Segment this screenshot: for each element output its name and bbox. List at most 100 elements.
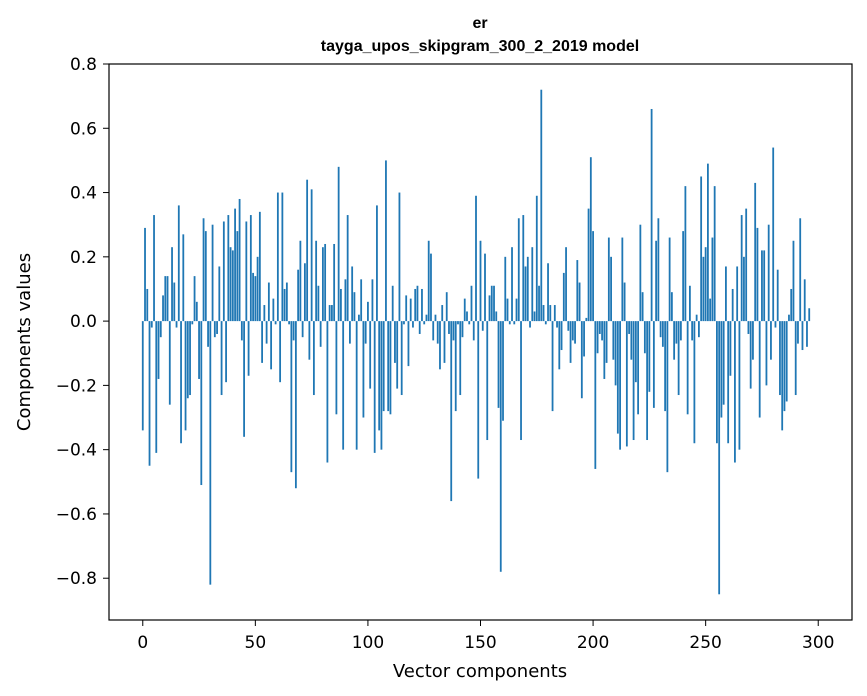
bar-146 [470,285,473,322]
bar-108 [385,160,387,322]
bar-43 [238,198,241,322]
bar-271 [752,321,754,360]
x-tick-label: 100 [352,633,384,653]
bar-249 [702,256,705,322]
bar-177 [540,89,543,322]
bar-53 [261,321,263,363]
bar-215 [625,321,628,447]
bar-163 [508,321,511,325]
bar-255 [716,321,718,444]
bar-131 [436,321,439,344]
bar-214 [623,282,626,322]
y-tick-label: 0.4 [70,184,97,204]
bar-204 [601,321,603,341]
bar-13 [171,247,173,322]
bar-66 [290,321,293,473]
bar-188 [565,247,567,322]
bar-45 [243,321,245,437]
bar-232 [664,321,667,412]
bar-132 [439,321,441,370]
bar-119 [409,298,412,322]
bar-224 [646,321,649,441]
bar-97 [360,279,363,322]
x-tick-label: 200 [577,633,609,653]
x-tick-label: 250 [689,633,721,653]
bar-133 [441,305,444,322]
bar-233 [666,321,669,473]
bar-283 [779,321,781,396]
bar-185 [558,321,561,370]
bar-170 [524,266,527,322]
bar-286 [785,321,788,402]
bar-105 [378,321,381,431]
bar-140 [457,321,459,325]
bar-254 [713,186,716,322]
bar-267 [743,256,745,322]
bar-118 [407,321,410,367]
bar-162 [506,298,509,322]
bar-237 [675,321,678,344]
bar-244 [691,321,694,341]
bar-295 [806,321,808,347]
bar-88 [340,288,342,322]
bar-65 [288,321,291,325]
bar-281 [774,321,777,328]
bar-25 [198,321,200,379]
bar-3 [148,321,151,466]
bar-277 [765,321,768,386]
bar-235 [670,292,673,322]
bar-290 [794,321,797,396]
bar-72 [303,263,306,322]
bar-85 [333,243,336,322]
bar-102 [371,279,374,322]
bar-207 [607,237,610,322]
bar-98 [362,321,365,418]
bar-99 [364,321,367,344]
y-tick-label: 0.0 [70,312,97,332]
bar-95 [355,321,358,450]
bar-213 [621,237,624,322]
bar-261 [729,321,732,376]
bar-16 [177,205,180,322]
bar-279 [770,321,772,360]
bar-296 [808,308,811,322]
bar-165 [513,321,516,325]
bar-190 [569,321,572,363]
bar-5 [153,215,155,322]
x-axis-label: Vector components [393,661,567,682]
bar-247 [698,321,700,338]
y-axis-ticks: −0.8 −0.6 −0.4 −0.2 0.0 0.2 0.4 0.6 0.8 [56,55,109,589]
bar-136 [448,321,450,334]
bar-182 [551,321,554,412]
bar-11 [166,276,169,322]
bar-77 [315,240,318,322]
bar-109 [387,321,390,412]
bar-29 [207,321,209,347]
bar-86 [335,321,338,415]
bar-287 [788,314,790,322]
bar-62 [281,192,284,322]
bar-198 [587,208,590,322]
x-tick-label: 150 [464,633,496,653]
bar-219 [634,321,637,383]
bar-187 [562,272,565,322]
bar-266 [740,215,743,322]
bar-205 [603,321,606,379]
bar-26 [200,321,203,486]
bar-126 [425,314,428,322]
bar-100 [367,301,369,322]
bar-51 [256,256,259,322]
bar-231 [661,321,664,347]
bar-206 [605,321,608,363]
bar-211 [616,321,619,434]
bar-49 [252,272,254,322]
bar-34 [218,266,221,322]
bar-78 [317,285,320,322]
bar-89 [342,321,345,450]
bar-23 [193,276,196,322]
bar-264 [736,266,739,322]
bar-265 [738,321,741,450]
bar-81 [324,243,327,322]
bar-148 [475,195,477,322]
